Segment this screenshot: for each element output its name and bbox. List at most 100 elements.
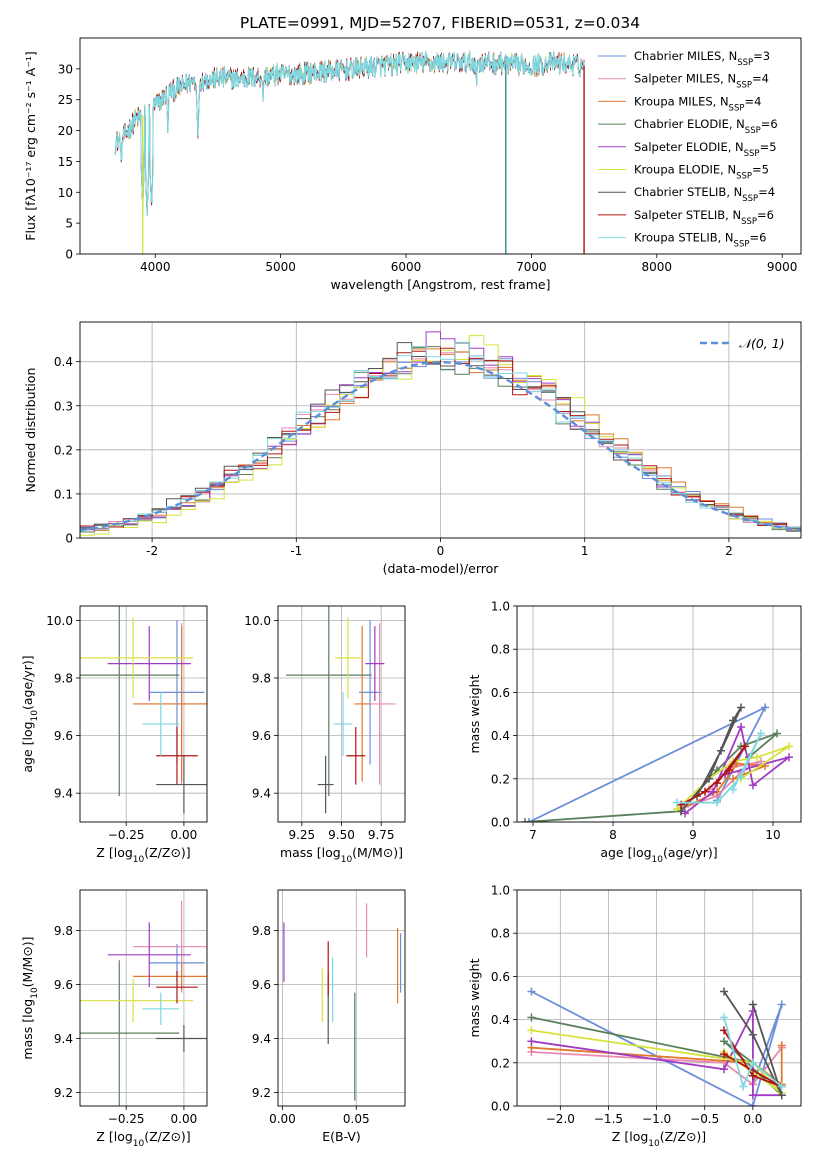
legend-tail: =4 xyxy=(758,185,775,199)
data-point-marker xyxy=(709,787,717,796)
legend-entry: 𝒩(0, 1) xyxy=(739,336,785,351)
legend-text: Kroupa ELODIE, N xyxy=(634,163,736,177)
data-point-marker xyxy=(748,1030,757,1039)
label-head: mass weight xyxy=(467,958,482,1037)
data-point-marker xyxy=(748,1058,757,1067)
log-base: 10 xyxy=(133,1139,145,1149)
label-head: Z [ xyxy=(96,1129,113,1144)
legend-tail: =4 xyxy=(752,72,769,86)
spectrum-line xyxy=(114,51,585,211)
y-tick-label: 0.2 xyxy=(491,772,510,786)
legend-entry: Kroupa MILES, NSSP=4 xyxy=(634,94,761,113)
label-head: Z [ xyxy=(96,845,113,860)
y-tick-label: 9.8 xyxy=(54,672,73,686)
x-axis-label: Z [log10(Z/Z⊙)] xyxy=(96,1129,190,1149)
y-tick-label: 1.0 xyxy=(491,600,510,614)
x-tick-label: 4000 xyxy=(140,260,171,274)
legend-tail: =4 xyxy=(744,94,761,108)
label-head: Flux [fλ10⁻¹⁷ erg cm⁻² s⁻¹ A⁻¹] xyxy=(23,51,38,240)
x-axis-label: Z [log10(Z/Z⊙)] xyxy=(612,1129,706,1149)
log-base: 10 xyxy=(652,855,664,865)
spectrum-line xyxy=(114,51,585,211)
x-axis-label: (data-model)/error xyxy=(383,561,500,576)
axes-frame xyxy=(516,889,802,1107)
log-base: 10 xyxy=(30,710,40,722)
label-tail: (Z/Z⊙)] xyxy=(144,1129,190,1144)
data-point-marker xyxy=(748,1102,757,1106)
legend-entry: Salpeter STELIB, NSSP=6 xyxy=(634,208,774,227)
x-tick-label: 6000 xyxy=(391,260,422,274)
x-tick-label: 9.75 xyxy=(368,828,395,842)
y-tick-label: 9.4 xyxy=(252,787,271,801)
y-tick-label: 0.8 xyxy=(491,643,510,657)
label-head: (data-model)/error xyxy=(383,561,500,576)
series-line xyxy=(684,724,790,815)
data-point-marker xyxy=(719,1026,728,1035)
axes-frame xyxy=(79,321,802,539)
label-head: Z [ xyxy=(612,1129,629,1144)
legend-text: Kroupa MILES, N xyxy=(634,94,729,108)
legend-entry: Chabrier MILES, NSSP=3 xyxy=(634,49,770,68)
legend-sub: SSP xyxy=(737,58,753,68)
axes-frame xyxy=(277,889,406,1107)
spectrum-line xyxy=(114,51,585,214)
y-tick-label: 25 xyxy=(58,93,73,107)
plot-area xyxy=(80,606,207,814)
x-tick-label: 1 xyxy=(581,544,589,558)
label-head: wavelength [Angstrom, rest frame] xyxy=(330,277,550,292)
chart-mass-vs-EBV: 0.00 0.05 9.2 9.4 9.6 9.8 E(B-V) xyxy=(252,889,406,1144)
log-text: log xyxy=(20,721,35,740)
x-tick-label: 5000 xyxy=(265,260,296,274)
data-point-marker xyxy=(705,774,713,783)
data-point-marker xyxy=(748,1000,757,1009)
x-tick-label: −0.25 xyxy=(108,1112,145,1126)
x-tick-label: 7000 xyxy=(516,260,547,274)
x-tick-label: 7 xyxy=(529,828,537,842)
data-point-marker xyxy=(773,729,781,738)
y-tick-label: 9.6 xyxy=(252,729,271,743)
y-tick-label: 9.8 xyxy=(54,924,73,938)
y-tick-label: 1.0 xyxy=(491,884,510,898)
y-axis-label: mass weight xyxy=(467,674,482,753)
data-point-marker xyxy=(719,1065,728,1074)
y-axis-label: mass weight xyxy=(467,958,482,1037)
y-tick-label: 0.4 xyxy=(491,1013,510,1027)
x-tick-label: 10 xyxy=(765,828,780,842)
x-tick-label: −2.0 xyxy=(546,1112,575,1126)
legend-sub: SSP xyxy=(736,81,752,91)
label-tail: (M/M⊙)] xyxy=(352,845,403,860)
y-tick-label: 9.4 xyxy=(54,787,73,801)
spectrum-line xyxy=(114,52,585,212)
label-head: mass weight xyxy=(467,674,482,753)
label-tail: (M/M⊙)] xyxy=(20,936,35,987)
data-point-marker xyxy=(737,722,745,731)
data-point-marker xyxy=(737,772,745,781)
log-text: log xyxy=(629,1129,648,1144)
x-tick-label: 9000 xyxy=(767,260,798,274)
y-tick-label: 10.0 xyxy=(46,614,73,628)
spectrum-line xyxy=(114,52,585,212)
legend-sub: SSP xyxy=(729,103,745,113)
plot-area xyxy=(80,331,801,536)
chart-age-vs-Z: −0.25 0.009.49.69.810.0Z [log10(Z/Z⊙)]age… xyxy=(20,605,208,865)
x-tick-label: −0.5 xyxy=(690,1112,719,1126)
legend-entry: Kroupa ELODIE, NSSP=5 xyxy=(634,163,769,182)
y-axis-label: Normed distribution xyxy=(23,368,38,493)
log-text: log xyxy=(114,845,133,860)
data-point-marker xyxy=(761,703,769,712)
log-base: 10 xyxy=(648,1139,660,1149)
data-point-marker xyxy=(729,774,737,783)
x-axis-label: Z [log10(Z/Z⊙)] xyxy=(96,845,190,865)
legend-text: Chabrier MILES, N xyxy=(634,49,737,63)
legend-tail: =5 xyxy=(752,163,769,177)
data-point-marker xyxy=(719,987,728,996)
data-point-marker xyxy=(527,1013,536,1022)
data-point-marker xyxy=(753,753,761,762)
x-tick-label: 9.25 xyxy=(288,828,315,842)
y-tick-label: 5 xyxy=(65,217,73,231)
x-axis-label: age [log10(age/yr)] xyxy=(600,845,717,865)
data-point-marker xyxy=(748,1091,757,1100)
legend-text: Salpeter STELIB, N xyxy=(634,208,741,222)
data-point-marker xyxy=(737,703,745,712)
